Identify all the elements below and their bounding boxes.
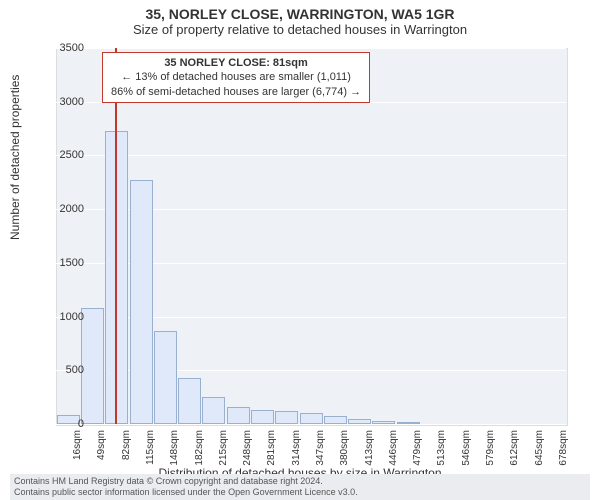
gridline: [56, 48, 566, 49]
page-subtitle: Size of property relative to detached ho…: [0, 22, 600, 37]
property-marker-line: [115, 48, 117, 424]
attribution: Contains HM Land Registry data © Crown c…: [10, 474, 590, 500]
x-tick-label: 148sqm: [169, 430, 180, 466]
gridline: [56, 424, 566, 425]
annotation-line-3: 86% of semi-detached houses are larger (…: [111, 85, 361, 99]
y-tick-label: 0: [44, 418, 84, 430]
x-tick-label: 215sqm: [218, 430, 229, 466]
x-tick-label: 347sqm: [315, 430, 326, 466]
annotation-line-2: ← 13% of detached houses are smaller (1,…: [111, 70, 361, 84]
x-tick-label: 49sqm: [96, 430, 107, 460]
y-tick-label: 1500: [44, 257, 84, 269]
annotation-line-1: 35 NORLEY CLOSE: 81sqm: [111, 56, 361, 70]
y-tick-label: 2000: [44, 203, 84, 215]
x-tick-label: 281sqm: [266, 430, 277, 466]
y-axis-label: Number of detached properties: [8, 75, 22, 240]
x-tick-label: 645sqm: [534, 430, 545, 466]
x-tick-label: 446sqm: [388, 430, 399, 466]
histogram-bar: [275, 411, 298, 424]
x-tick-label: 82sqm: [121, 430, 132, 460]
x-tick-label: 314sqm: [291, 430, 302, 466]
attribution-line-2: Contains public sector information licen…: [14, 487, 586, 498]
histogram-bar: [348, 419, 371, 424]
histogram-bar: [372, 421, 395, 424]
annotation-box: 35 NORLEY CLOSE: 81sqm ← 13% of detached…: [102, 52, 370, 103]
histogram-bar: [300, 413, 323, 424]
y-tick-label: 2500: [44, 149, 84, 161]
histogram-bar: [202, 397, 225, 424]
y-tick-label: 1000: [44, 311, 84, 323]
y-tick-label: 3500: [44, 42, 84, 54]
histogram-bar: [178, 378, 201, 424]
histogram-bar: [227, 407, 250, 424]
attribution-line-1: Contains HM Land Registry data © Crown c…: [14, 476, 586, 487]
x-tick-label: 546sqm: [461, 430, 472, 466]
x-tick-label: 479sqm: [412, 430, 423, 466]
y-tick-label: 500: [44, 364, 84, 376]
y-tick-label: 3000: [44, 96, 84, 108]
histogram-bar: [324, 416, 347, 424]
x-tick-label: 513sqm: [436, 430, 447, 466]
page-title: 35, NORLEY CLOSE, WARRINGTON, WA5 1GR: [0, 0, 600, 22]
histogram-bar: [397, 422, 420, 424]
x-tick-label: 182sqm: [194, 430, 205, 466]
x-tick-label: 612sqm: [509, 430, 520, 466]
x-tick-label: 16sqm: [72, 430, 83, 460]
histogram-bar: [251, 410, 274, 424]
x-tick-label: 413sqm: [364, 430, 375, 466]
gridline: [56, 155, 566, 156]
chart-plot-area: 16sqm49sqm82sqm115sqm148sqm182sqm215sqm2…: [56, 48, 566, 424]
histogram-bar: [130, 180, 153, 424]
x-tick-label: 678sqm: [558, 430, 569, 466]
x-tick-label: 115sqm: [145, 430, 156, 465]
histogram-bar: [154, 331, 177, 424]
x-tick-label: 380sqm: [339, 430, 350, 466]
histogram-bar: [81, 308, 104, 424]
x-tick-label: 248sqm: [242, 430, 253, 466]
x-tick-label: 579sqm: [485, 430, 496, 466]
